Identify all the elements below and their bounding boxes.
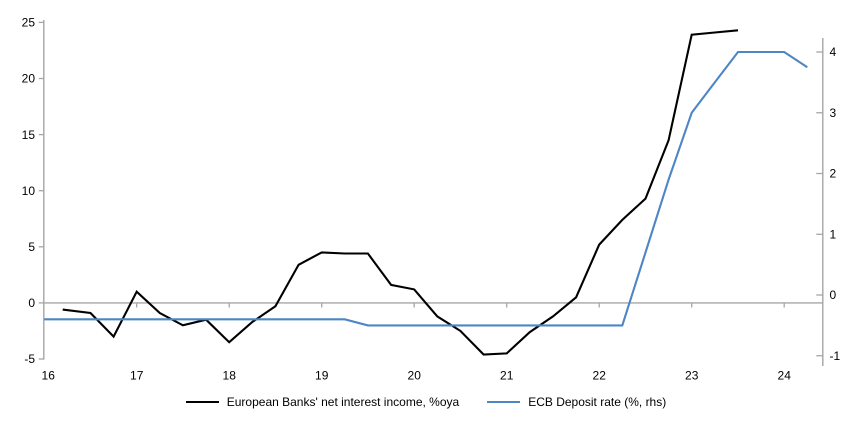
nii-line-swatch	[185, 401, 219, 403]
right-axis-tick-label: 1	[830, 227, 837, 241]
right-axis-tick-label: -1	[830, 349, 841, 363]
x-axis-label: 18	[223, 369, 237, 383]
nii-line	[62, 29, 739, 356]
left-axis-tick-label: 20	[22, 72, 36, 86]
left-axis-tick-label: 10	[22, 184, 36, 198]
chart-legend: European Banks' net interest income, %oy…	[0, 395, 852, 409]
right-axis-tick-label: 4	[830, 45, 837, 59]
left-axis-tick-label: 0	[28, 296, 35, 310]
left-axis-tick-label: 25	[22, 16, 36, 30]
x-axis-label: 22	[593, 369, 607, 383]
x-axis-label: 24	[778, 369, 792, 383]
left-axis-tick-label: -5	[24, 352, 35, 366]
x-axis-label: 17	[130, 369, 144, 383]
x-axis-label: 20	[408, 369, 422, 383]
left-axis-tick-label: 15	[22, 128, 36, 142]
right-axis-tick-label: 2	[830, 167, 837, 181]
legend-item-nii: European Banks' net interest income, %oy…	[185, 395, 460, 409]
x-axis-label: 19	[315, 369, 329, 383]
legend-label-nii: European Banks' net interest income, %oy…	[226, 395, 460, 409]
x-axis-label: 23	[685, 369, 699, 383]
right-axis-tick-label: 0	[830, 288, 837, 302]
legend-label-deposit-rate: ECB Deposit rate (%, rhs)	[528, 395, 667, 409]
legend-item-deposit-rate: ECB Deposit rate (%, rhs)	[487, 395, 666, 409]
x-axis-label: 16	[42, 369, 56, 383]
deposit-rate-line	[44, 50, 808, 327]
deposit-rate-line-swatch	[487, 401, 521, 403]
right-axis-tick-label: 3	[830, 106, 837, 120]
left-axis-tick-label: 5	[28, 240, 35, 254]
x-axis-label: 21	[500, 369, 514, 383]
